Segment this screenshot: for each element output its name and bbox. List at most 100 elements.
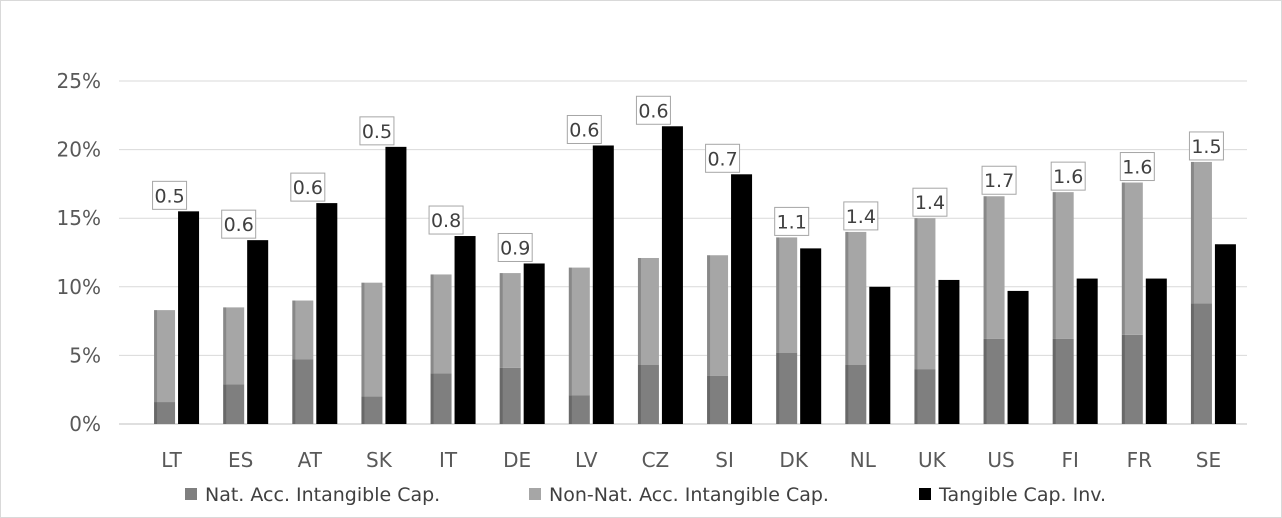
ratio-label-box [1188,131,1224,161]
bar-non-nat-acc-intangible-face [499,273,521,368]
bars [154,126,1236,424]
ratio-label-box [152,180,188,210]
x-tick-label: FI [1061,448,1078,472]
bar-non-nat-acc-intangible-face [983,196,1005,339]
bar-tangible-cap-inv-face [661,126,683,424]
ratio-label-box [774,206,810,236]
ratio-label-text: 0.5 [154,185,184,207]
x-tick-label: LV [575,448,598,472]
ratio-label-text: 0.6 [293,177,323,199]
bar-tangible-cap-inv-edge [869,286,873,424]
bar-non-nat-acc-intangible [499,273,521,368]
bar-non-nat-acc-intangible-edge [707,255,711,376]
bar-nat-acc-intangible-edge [361,396,365,424]
ratio-label-text: 0.6 [569,119,599,141]
bar-non-nat-acc-intangible-face [845,231,867,366]
ratio-label-box [359,116,395,146]
bar-tangible-cap-inv [869,286,891,424]
x-tick-label: NL [850,448,877,472]
bar-tangible-cap-inv-face [454,236,476,424]
ratio-label: 0.6 [635,95,671,125]
legend-item: Nat. Acc. Intangible Cap. [185,484,440,506]
bar-nat-acc-intangible [983,338,1005,424]
bar-nat-acc-intangible-edge [430,373,434,424]
x-tick-label: DK [779,448,808,472]
legend: Nat. Acc. Intangible Cap. Non-Nat. Acc. I… [185,484,1106,506]
bar-non-nat-acc-intangible [430,274,452,374]
bar-tangible-cap-inv-edge [178,211,182,424]
legend-item: Non-Nat. Acc. Intangible Cap. [529,484,829,506]
ratio-label-text: 0.6 [638,100,668,122]
ratio-label-text: 0.8 [431,210,461,232]
bar-tangible-cap-inv-edge [1145,278,1149,424]
bar-non-nat-acc-intangible-edge [637,257,641,366]
bar-non-nat-acc-intangible-face [361,282,383,397]
bar-tangible-cap-inv [1007,290,1029,424]
ratio-label-box [635,95,671,125]
ratio-label-text: 0.5 [362,121,392,143]
bar-tangible-cap-inv-face [1007,290,1029,424]
ratio-label: 0.5 [359,116,395,146]
bar-tangible-cap-inv [316,203,338,424]
bar-non-nat-acc-intangible-edge [292,300,296,360]
legend-swatch [185,488,197,500]
ratio-label-text: 1.5 [1191,136,1221,158]
bar-non-nat-acc-intangible [154,310,176,403]
ratio-label: 1.6 [1050,161,1086,191]
bar-non-nat-acc-intangible-face [1052,192,1074,339]
bar-non-nat-acc-intangible-edge [568,267,572,396]
x-axis: LT ES AT SK IT DE LV CZ SI DK NL UK US FI FR SE [161,448,1221,472]
bar-tangible-cap-inv-edge [454,236,458,424]
bar-tangible-cap-inv [731,174,753,424]
bar-non-nat-acc-intangible-edge [223,307,227,385]
bar-non-nat-acc-intangible-face [223,307,245,385]
bar-non-nat-acc-intangible-face [430,274,452,374]
x-tick-label: LT [161,448,182,472]
bar-nat-acc-intangible-edge [1190,303,1194,424]
ratio-label: 1.1 [774,206,810,236]
bar-tangible-cap-inv-edge [247,240,251,424]
ratio-label-text: 0.6 [224,214,254,236]
bar-tangible-cap-inv [247,240,269,424]
bar-tangible-cap-inv-face [800,248,822,424]
bar-tangible-cap-inv [385,146,407,424]
bar-nat-acc-intangible-edge [776,352,780,424]
bar-tangible-cap-inv-face [869,286,891,424]
ratio-label: 0.8 [428,205,464,235]
bar-non-nat-acc-intangible-face [637,257,659,366]
bar-non-nat-acc-intangible-edge [1052,192,1056,339]
bar-nat-acc-intangible-edge [292,359,296,424]
ratio-label-box [497,232,533,262]
bar-non-nat-acc-intangible [1190,161,1212,304]
bar-non-nat-acc-intangible [914,218,936,370]
y-tick-label: 15% [57,206,101,230]
bar-non-nat-acc-intangible-edge [430,274,434,374]
bar-nat-acc-intangible-face [776,352,798,424]
bar-nat-acc-intangible-face [499,367,521,424]
ratio-label-box [221,209,257,239]
ratio-label-text: 1.4 [846,206,876,228]
ratio-label-box [1050,161,1086,191]
bar-tangible-cap-inv [1214,244,1236,424]
bar-nat-acc-intangible-face [1121,334,1143,424]
bar-non-nat-acc-intangible-edge [499,273,503,368]
y-tick-label: 0% [69,412,101,436]
bar-tangible-cap-inv [661,126,683,424]
y-tick-label: 5% [69,343,101,367]
ratio-label: 1.4 [843,201,879,231]
bar-tangible-cap-inv-edge [661,126,665,424]
bar-nat-acc-intangible [1190,303,1212,424]
bar-tangible-cap-inv-face [385,146,407,424]
bar-tangible-cap-inv-edge [592,145,596,424]
bar-nat-acc-intangible-face [707,375,729,424]
y-tick-label: 25% [57,69,101,93]
ratio-label: 0.6 [290,172,326,202]
bar-non-nat-acc-intangible [568,267,590,396]
bar-tangible-cap-inv-edge [938,279,942,424]
bar-tangible-cap-inv-edge [731,174,735,424]
bar-non-nat-acc-intangible-face [776,237,798,353]
ratio-label-text: 0.9 [500,237,530,259]
bar-tangible-cap-inv-edge [800,248,804,424]
bar-non-nat-acc-intangible-face [154,310,176,403]
